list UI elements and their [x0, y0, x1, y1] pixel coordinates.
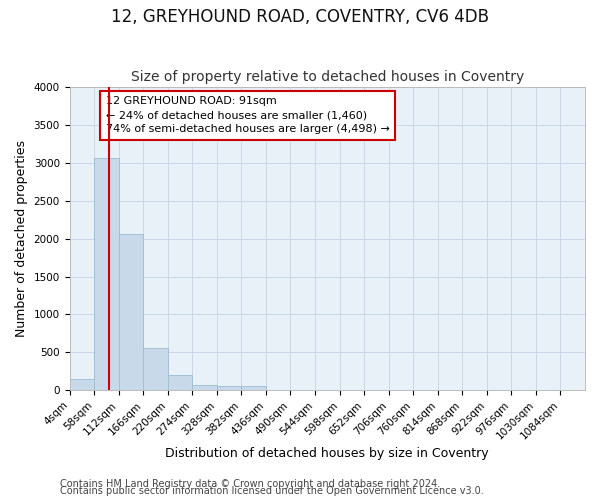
Text: 12, GREYHOUND ROAD, COVENTRY, CV6 4DB: 12, GREYHOUND ROAD, COVENTRY, CV6 4DB: [111, 8, 489, 26]
Text: 12 GREYHOUND ROAD: 91sqm
← 24% of detached houses are smaller (1,460)
74% of sem: 12 GREYHOUND ROAD: 91sqm ← 24% of detach…: [106, 96, 389, 134]
Text: Contains HM Land Registry data © Crown copyright and database right 2024.: Contains HM Land Registry data © Crown c…: [60, 479, 440, 489]
Title: Size of property relative to detached houses in Coventry: Size of property relative to detached ho…: [131, 70, 524, 85]
X-axis label: Distribution of detached houses by size in Coventry: Distribution of detached houses by size …: [166, 447, 489, 460]
Text: Contains public sector information licensed under the Open Government Licence v3: Contains public sector information licen…: [60, 486, 484, 496]
Y-axis label: Number of detached properties: Number of detached properties: [15, 140, 28, 337]
Bar: [168, 375, 192, 390]
Bar: [217, 386, 241, 390]
Bar: [143, 348, 168, 391]
Bar: [241, 386, 266, 390]
Bar: [94, 158, 119, 390]
Bar: [192, 384, 217, 390]
Bar: [119, 234, 143, 390]
Bar: [70, 379, 94, 390]
